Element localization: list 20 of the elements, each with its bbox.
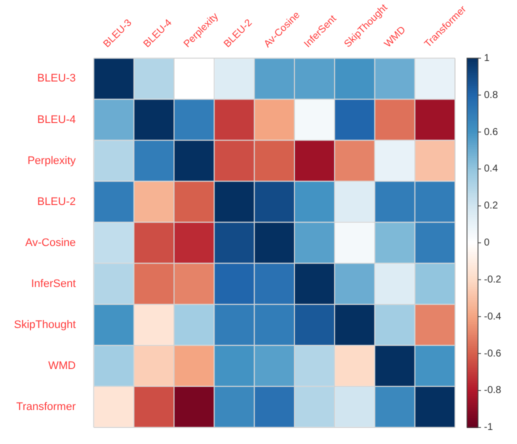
- color-bar-label: -0.4: [484, 311, 502, 322]
- y-tick-label: Av-Cosine: [25, 236, 76, 249]
- y-tick-label: WMD: [48, 360, 76, 372]
- color-bar-label: 0.6: [484, 126, 498, 138]
- color-bar-label: 0.2: [484, 200, 498, 212]
- color-bar-label: -0.6: [484, 348, 502, 360]
- color-bar-label: -1: [484, 422, 494, 434]
- y-tick-label: BLEU-3: [37, 72, 76, 85]
- color-bar-label: -0.8: [484, 385, 502, 396]
- color-bar-label: -0.2: [484, 274, 502, 286]
- color-bar-label: 1: [484, 52, 490, 64]
- color-bar-label: 0.4: [484, 164, 498, 175]
- y-tick-label: BLEU-4: [37, 114, 76, 126]
- color-bar-label: 0.8: [484, 90, 498, 101]
- y-tick-label: InferSent: [31, 278, 76, 290]
- y-tick-label: SkipThought: [14, 318, 76, 331]
- y-tick-label: Perplexity: [27, 154, 76, 167]
- color-bar-label: 0: [484, 238, 490, 249]
- y-tick-label: BLEU-2: [37, 196, 76, 208]
- y-tick-label: Transformer: [16, 400, 76, 413]
